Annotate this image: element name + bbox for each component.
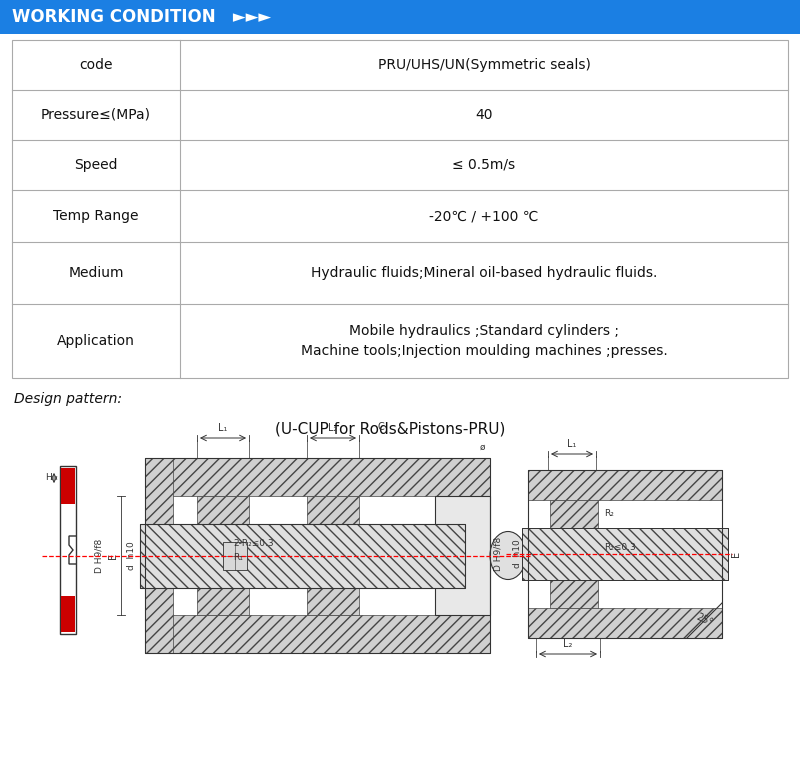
Bar [522,528,728,580]
Text: D H9/f8: D H9/f8 [94,538,103,573]
Bar [307,496,359,534]
Bar [223,541,247,570]
Text: (U-CUP for Rods&Pistons-PRU): (U-CUP for Rods&Pistons-PRU) [275,422,505,437]
Text: code: code [79,58,113,72]
Text: L₂: L₂ [328,423,338,433]
Text: d  h10: d h10 [126,541,135,570]
Text: Speed: Speed [74,158,118,172]
Text: PRU/UHS/UN(Symmetric seals): PRU/UHS/UN(Symmetric seals) [378,58,590,72]
Bar [145,458,490,496]
Text: Temp Range: Temp Range [54,209,138,223]
Bar [197,496,249,534]
Text: L₁: L₁ [567,439,577,449]
Text: 2-R₂≤0.3: 2-R₂≤0.3 [233,539,274,548]
Bar [307,577,359,615]
Bar [435,496,490,615]
Text: d  h10: d h10 [514,540,522,568]
Text: R₁: R₁ [233,553,243,562]
Bar [145,458,490,653]
Text: C: C [378,422,384,432]
Bar [197,577,249,615]
Text: Pressure≤(MPa): Pressure≤(MPa) [41,108,151,122]
Bar [528,470,722,638]
Text: WORKING CONDITION   ►►►: WORKING CONDITION ►►► [12,8,271,26]
Bar [528,608,722,638]
Text: E: E [108,552,118,558]
Text: L₁: L₁ [218,423,228,433]
Bar [60,466,76,634]
Bar [140,524,465,588]
Bar [12,40,788,378]
Text: E: E [731,551,741,557]
Ellipse shape [490,531,526,580]
Bar [550,578,598,608]
Text: Mobile hydraulics ;Standard cylinders ;
Machine tools;Injection moulding machine: Mobile hydraulics ;Standard cylinders ; … [301,323,667,359]
Text: R₂≤0.3: R₂≤0.3 [604,543,636,552]
Bar [61,596,75,632]
Bar [145,615,490,653]
Bar [522,528,728,580]
Text: H: H [45,474,51,482]
Bar [550,500,598,530]
Text: -20℃ / +100 ℃: -20℃ / +100 ℃ [430,209,538,223]
Bar [145,458,173,653]
Text: Hydraulic fluids;Mineral oil-based hydraulic fluids.: Hydraulic fluids;Mineral oil-based hydra… [311,266,657,280]
Text: Design pattern:: Design pattern: [14,392,122,406]
Bar [0,0,800,34]
Text: Medium: Medium [68,266,124,280]
Bar [528,470,722,500]
Text: L₂: L₂ [563,639,573,649]
Bar [61,468,75,504]
Text: R₂: R₂ [604,509,614,518]
Text: ø: ø [479,443,485,452]
Text: 40: 40 [475,108,493,122]
Text: Application: Application [57,334,135,348]
Text: 25°: 25° [694,611,714,628]
Text: D H9/f8: D H9/f8 [494,537,502,571]
Text: ≤ 0.5m/s: ≤ 0.5m/s [453,158,515,172]
Bar [140,524,465,588]
